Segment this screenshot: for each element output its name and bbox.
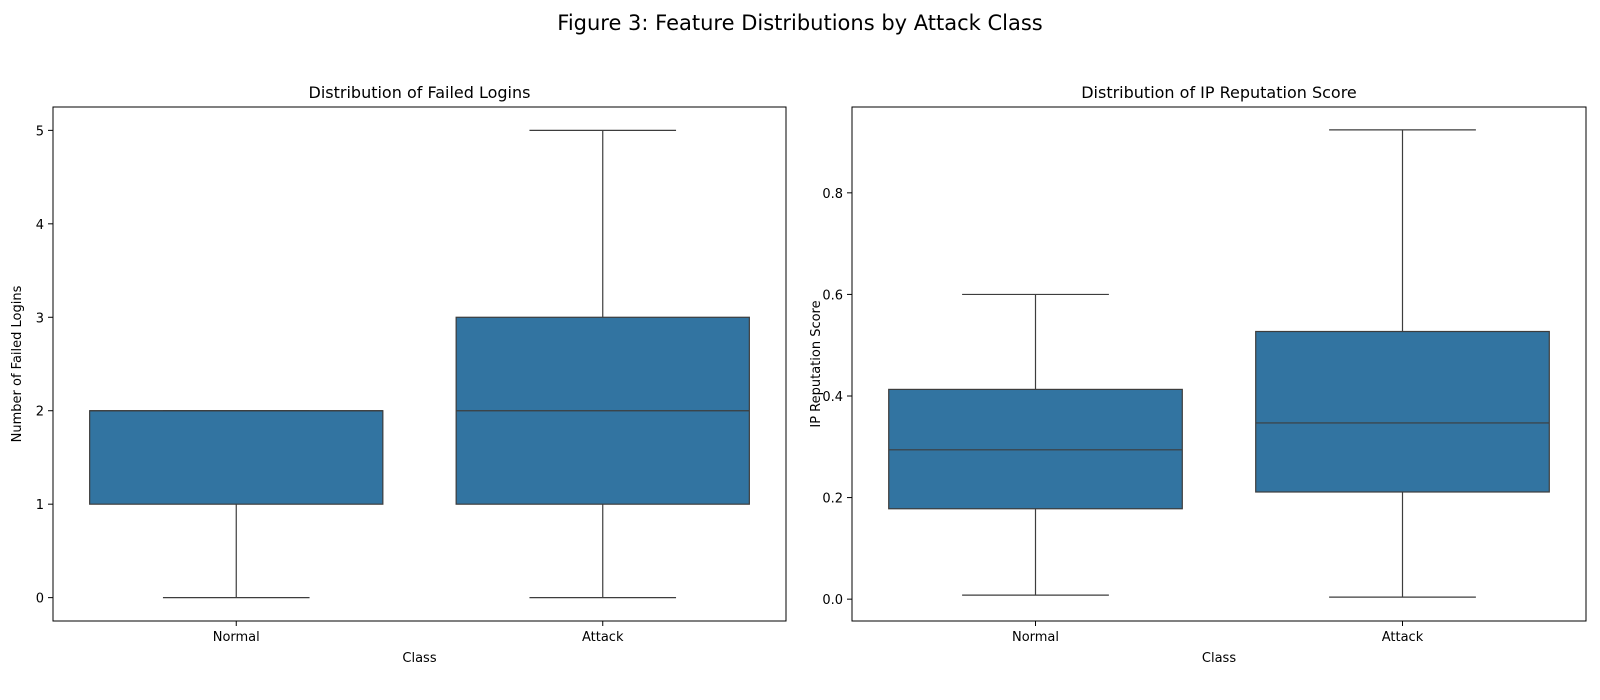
ip-reputation-ytick-label: 0.0 [822,593,843,608]
failed-logins-ytick-label: 2 [36,405,44,420]
ip-reputation-xlabel: Class [1202,651,1236,666]
failed-logins-ytick-label: 1 [36,498,44,513]
ip-reputation-ytick-label: 0.2 [822,492,843,507]
ip-reputation-ytick-label: 0.8 [822,187,843,202]
failed-logins-ylabel: Number of Failed Logins [10,285,25,442]
ip-reputation-axes: Distribution of IP Reputation Score 0.0 0.… [809,83,1587,666]
failed-logins-title: Distribution of Failed Logins [309,83,531,102]
ip-reputation-normal-box [888,388,1183,510]
ip-reputation-ylabel: IP Reputation Score [809,300,824,427]
ip-reputation-title: Distribution of IP Reputation Score [1081,83,1357,102]
failed-logins-ytick-label: 4 [36,218,44,233]
failed-logins-ytick-label: 0 [36,592,44,607]
failed-logins-xtick-label-normal: Normal [213,630,260,645]
ip-reputation-axes-frame [851,106,1587,622]
failed-logins-ytick-label: 3 [36,311,44,326]
figure-suptitle: Figure 3: Feature Distributions by Attac… [557,11,1042,35]
failed-logins-axes: Distribution of Failed Logins 0 1 2 3 4 5 Norma… [10,83,787,666]
ip-reputation-xtick-label-normal: Normal [1012,630,1059,645]
failed-logins-normal-box [89,410,384,505]
ip-reputation-ytick-label: 0.4 [822,390,843,405]
failed-logins-xtick-label-attack: Attack [582,630,624,645]
failed-logins-ytick-label: 5 [36,124,44,139]
failed-logins-axes-frame [52,106,787,622]
ip-reputation-attack-box [1255,330,1550,493]
ip-reputation-xtick-label-attack: Attack [1382,630,1424,645]
ip-reputation-ytick-label: 0.6 [822,288,843,303]
failed-logins-xlabel: Class [402,651,436,666]
